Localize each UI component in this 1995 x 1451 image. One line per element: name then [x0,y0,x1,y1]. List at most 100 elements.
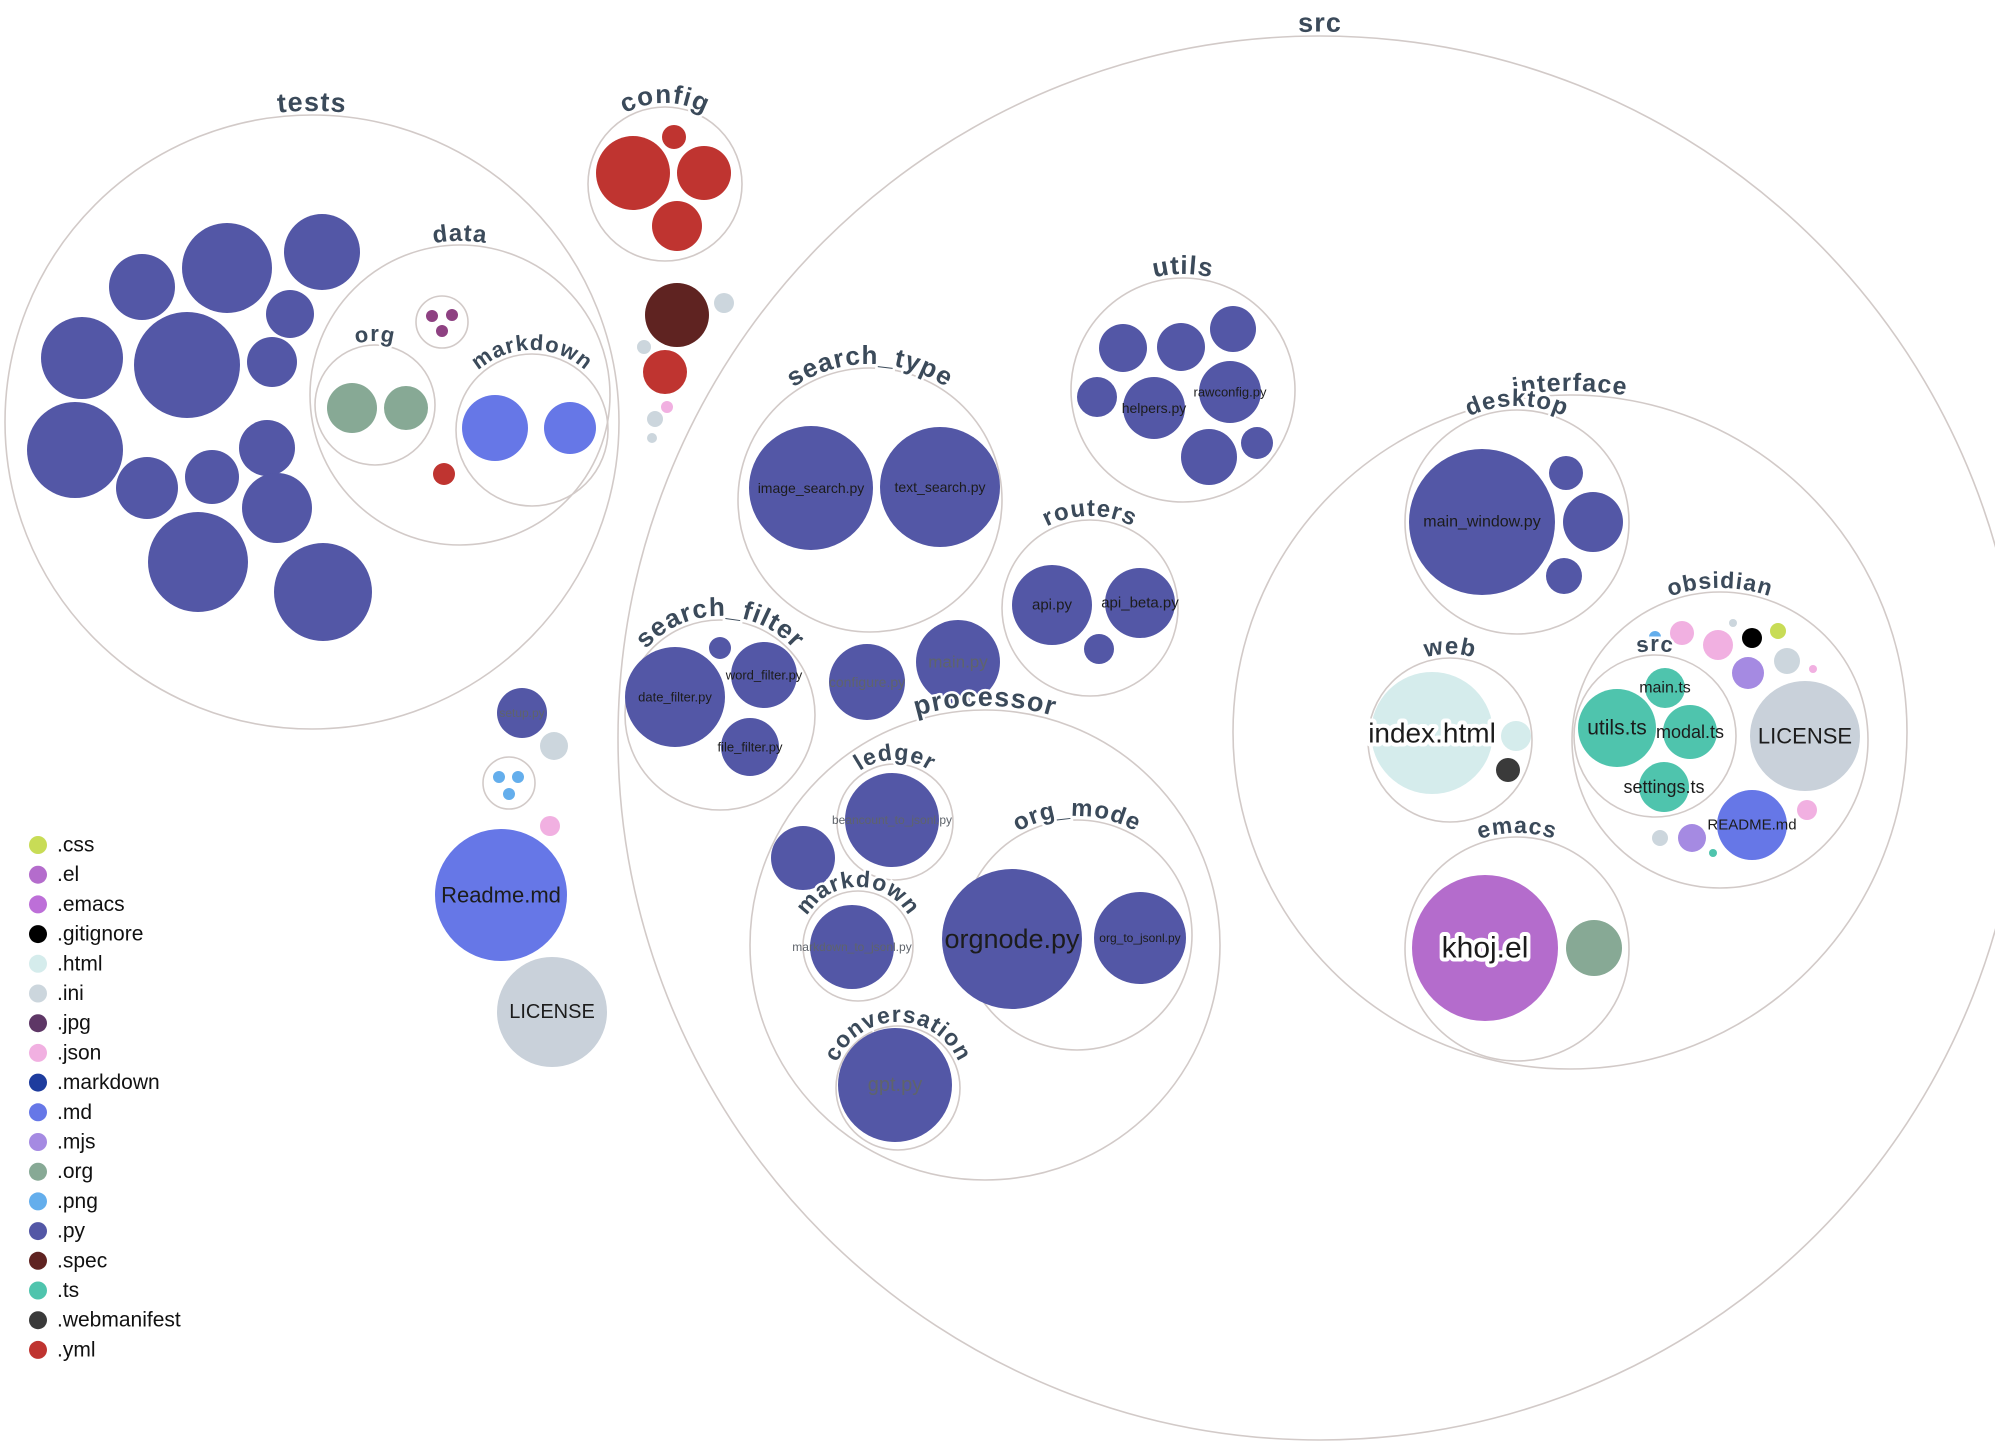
dir-circle-search_type [737,367,1003,633]
dir-label-src-obsidian: src [1634,631,1675,658]
dir-circle-interface [1232,394,1908,1070]
file-circle-routers-py [1084,634,1114,664]
file-circle-obsidian-mjs-2 [1678,824,1706,852]
file-circle-desktop-py-2 [1563,492,1623,552]
file-circle-Readme.md [435,829,567,961]
file-circle-emacs-org [1566,920,1622,976]
file-circle-tests-py-4 [41,317,123,399]
file-circle-utils-py-1 [1099,324,1147,372]
dir-label-org_mode: org_mode [1008,795,1145,837]
file-circle-png-1 [493,771,505,783]
file-circle-obsidian-ini-3 [1652,830,1668,846]
file-circle-tests-py-8 [239,420,295,476]
file-circle-markdown_to_jsonl.py [810,905,894,989]
file-circle-config-yml-2 [662,125,686,149]
dir-label-processor: processor [910,682,1060,722]
legend-label-html: .html [57,952,103,975]
file-circle-jpg-3 [436,325,448,337]
file-label-beancount_to_jsonl.py: beancount_to_jsonl.py [832,813,952,827]
file-circle-obsidian-json-1 [1670,621,1694,645]
dir-label-tests: tests [276,87,348,119]
legend-label-yml: .yml [57,1338,96,1361]
file-label-api.py: api.py [1032,597,1073,614]
file-label-LICENSE-root: LICENSE [509,1001,595,1023]
dir-label-search_type: search_type [781,340,959,393]
dir-circle-obsidian [1571,591,1869,889]
dir-circle-routers [1001,519,1179,697]
file-circle-obsidian-gitignore [1742,628,1762,648]
file-circle-tests-py-2 [109,254,175,320]
dir-circle-emacs [1404,836,1630,1062]
file-circle-org-file-1 [327,383,377,433]
file-circle-obsidian-json-4 [1797,800,1817,820]
file-circle-setup.py [497,688,547,738]
legend-swatch-emacs [29,895,47,914]
legend-label-markdown: .markdown [57,1071,160,1094]
legend-label-py: .py [57,1220,86,1243]
file-circle-tests-py-7 [247,337,297,387]
legend-swatch-markdown [29,1073,47,1092]
file-circle-date_filter.py [625,647,725,747]
file-label-gpt.py: gpt.py [868,1074,922,1096]
file-circle-root-ini-5 [540,732,568,760]
legend-swatch-png [29,1192,47,1211]
dir-label-utils: utils [1150,250,1217,283]
dir-label-org: org [352,321,397,348]
file-label-helpers.py: helpers.py [1122,400,1187,416]
legend-label-json: .json [57,1041,101,1064]
dir-circle-desktop [1404,409,1630,635]
legend-label-el: .el [57,863,79,886]
legend-label-jpg: .jpg [57,1012,91,1035]
legend-swatch-mjs [29,1133,47,1151]
file-label-word_filter.py: word_filter.py [725,668,803,683]
file-label-orgnode.py: orgnode.py [944,924,1080,954]
file-label-modal.ts: modal.ts [1656,722,1724,742]
file-circle-root-ini-2 [637,340,651,354]
legend-swatch-org [29,1162,47,1181]
file-circle-desktop-py-3 [1546,558,1582,594]
file-circle-config-yml-4 [652,201,702,251]
dir-label-emacs: emacs [1474,812,1561,844]
file-circle-modal.ts [1663,705,1717,759]
file-circle-obsidian-css [1770,623,1786,639]
file-circle-obsidian-json-2 [1703,630,1733,660]
dir-circle-src-obsidian [1573,654,1737,818]
file-label-setup.py: setup.py [499,706,544,720]
file-circle-configure.py [829,644,905,720]
file-circle-config-yml-1 [596,136,670,210]
file-circle-utils-py-5 [1181,429,1237,485]
file-circle-root-ini-3 [647,411,663,427]
file-circle-root-json-2 [540,816,560,836]
file-circle-khoj.el [1412,875,1558,1021]
file-circle-obsidian-ini-2 [1774,648,1800,674]
dir-label-config: config [615,79,715,119]
file-circle-index.html [1371,672,1493,794]
file-circle-beancount_to_jsonl.py [845,773,939,867]
dir-label-interface: interface [1510,369,1629,402]
dir-circle-web [1367,657,1533,823]
legend-label-css: .css [57,834,94,857]
file-circle-png-2 [512,771,524,783]
file-circle-tests-py-5 [134,312,240,418]
file-circle-org_to_jsonl.py [1094,892,1186,984]
legend-label-mjs: .mjs [57,1131,96,1154]
dir-label-web: web [1421,633,1479,663]
legend-swatch-gitignore [29,925,47,944]
dir-label-data: data [431,220,489,249]
file-label-index.html: index.html [1368,718,1496,749]
legend-swatch-spec [29,1251,47,1270]
file-label-settings.ts: settings.ts [1623,777,1704,797]
dir-circle-processor [749,709,1221,1181]
file-circle-png-3 [503,788,515,800]
file-circle-api_beta.py [1105,568,1175,638]
dir-circle-src [617,35,1995,1441]
file-circle-config-yml-3 [677,146,731,200]
file-circle-obsidian-ts [1709,849,1717,857]
file-circle-tests-py-11 [185,450,239,504]
file-circle-LICENSE-root [497,957,607,1067]
legend-swatch-html [29,954,47,973]
dir-circle-markdown-processor [802,890,914,1002]
file-label-README.md: README.md [1707,817,1796,834]
file-circle-processor-py [771,826,835,890]
